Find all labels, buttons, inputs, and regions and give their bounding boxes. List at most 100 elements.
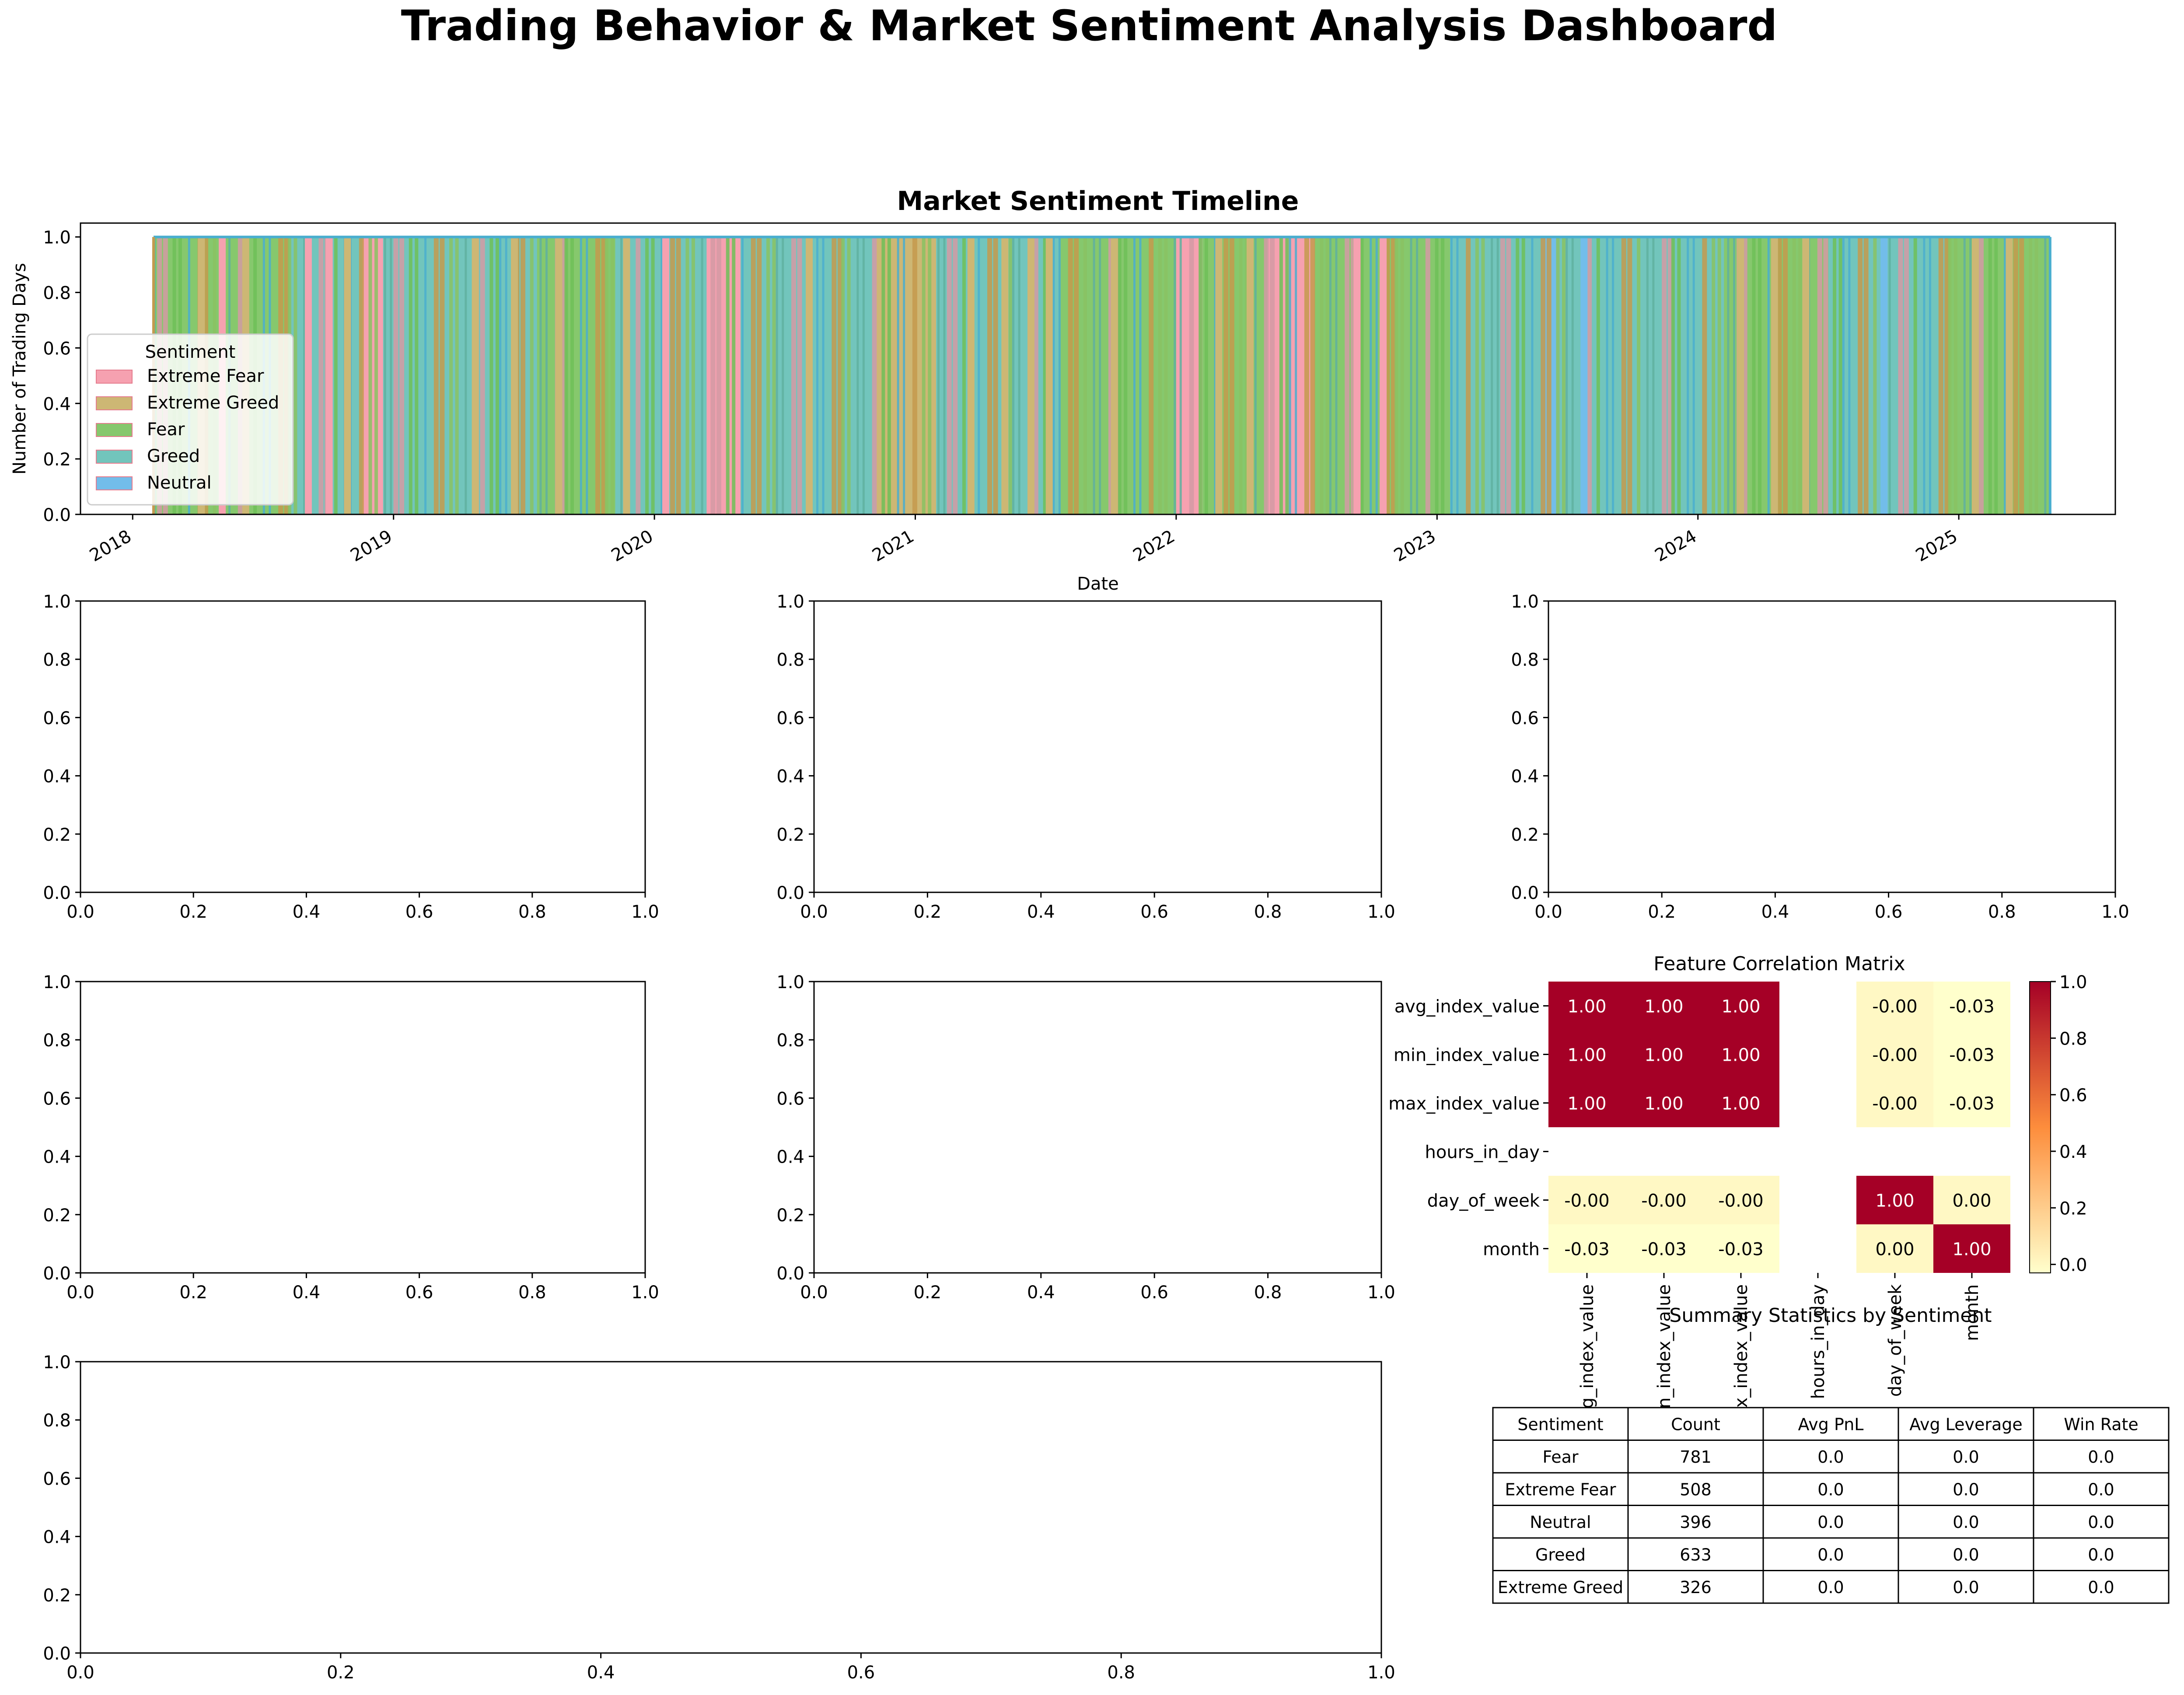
timeline-stripe — [2013, 237, 2018, 514]
empty-x-tick-label: 0.0 — [66, 902, 94, 922]
table-header-label: Count — [1671, 1415, 1720, 1434]
timeline-stripe — [1254, 237, 1257, 514]
timeline-stripe — [903, 237, 905, 514]
timeline-stripe — [1401, 237, 1404, 514]
heatmap-cell-value: -0.00 — [1641, 1191, 1687, 1211]
heatmap-cell-value: 0.00 — [1952, 1191, 1991, 1211]
table-cell-value: Greed — [1535, 1545, 1586, 1564]
timeline-highlight-stripe — [1353, 237, 1360, 514]
timeline-stripe — [863, 237, 865, 514]
timeline-stripe — [1018, 237, 1020, 514]
timeline-stripe — [993, 237, 998, 514]
empty-y-tick-label: 0.2 — [1511, 825, 1539, 845]
empty-y-tick-label: 0.0 — [43, 1644, 71, 1664]
timeline-stripe — [1310, 237, 1315, 514]
timeline-stripe — [595, 237, 600, 514]
table-cell-value: 326 — [1680, 1578, 1712, 1597]
table-cell-value: 0.0 — [2088, 1513, 2114, 1532]
timeline-stripe — [499, 237, 501, 514]
empty-y-tick-label: 0.2 — [43, 1586, 71, 1606]
table-cell-value: 0.0 — [2088, 1545, 2114, 1564]
timeline-highlight-stripe — [1247, 237, 1254, 514]
empty-x-tick-label: 0.6 — [1140, 902, 1168, 922]
timeline-stripe — [611, 237, 614, 514]
empty-y-tick-label: 0.4 — [776, 767, 804, 787]
timeline-stripe — [1979, 237, 1984, 514]
timeline-y-axis-label: Number of Trading Days — [10, 263, 30, 475]
empty-y-tick-label: 1.0 — [776, 592, 804, 612]
timeline-stripe — [897, 237, 899, 514]
timeline-stripe — [1475, 237, 1479, 514]
timeline-stripe — [1093, 237, 1095, 514]
timeline-stripe — [1497, 237, 1499, 514]
legend-swatch — [96, 397, 132, 410]
timeline-stripe — [1565, 237, 1568, 514]
heatmap-cell-value: 1.00 — [1567, 1045, 1606, 1066]
timeline-stripe — [1481, 237, 1485, 514]
timeline-highlight-stripe — [1215, 237, 1222, 514]
timeline-stripe — [2029, 237, 2032, 514]
empty-x-tick-label: 1.0 — [1367, 902, 1395, 922]
empty-x-tick-label: 0.6 — [1140, 1283, 1168, 1303]
timeline-stripe — [1898, 237, 1903, 514]
heatmap-cell-value: 1.00 — [1721, 997, 1760, 1017]
timeline-stripe — [1948, 237, 1951, 514]
timeline-stripe — [1435, 237, 1439, 514]
timeline-stripe — [757, 237, 762, 514]
timeline-stripe — [1839, 237, 1842, 514]
timeline-stripe — [496, 237, 499, 514]
empty-y-tick-label: 0.4 — [776, 1147, 804, 1167]
timeline-stripe — [987, 237, 992, 514]
heatmap-row-label: avg_index_value — [1394, 997, 1540, 1017]
timeline-stripe — [1621, 237, 1626, 514]
legend-swatch — [96, 477, 132, 490]
timeline-y-tick-label: 1.0 — [43, 228, 71, 248]
empty-y-tick-label: 1.0 — [43, 592, 71, 612]
timeline-stripe — [384, 237, 386, 514]
timeline-stripe — [1671, 237, 1675, 514]
timeline-stripe — [586, 237, 588, 514]
timeline-segment — [1946, 237, 2050, 514]
timeline-stripe — [1994, 237, 1998, 514]
empty-y-tick-label: 0.0 — [43, 1264, 71, 1284]
timeline-y-tick-label: 0.6 — [43, 339, 71, 359]
timeline-stripe — [1174, 237, 1176, 514]
timeline-y-tick-label: 0.4 — [43, 394, 71, 414]
heatmap-cell-value: 0.00 — [1875, 1240, 1914, 1260]
table-header-label: Avg PnL — [1798, 1415, 1864, 1434]
timeline-highlight-stripe — [2006, 237, 2013, 514]
timeline-stripe — [1627, 237, 1632, 514]
timeline-stripe — [368, 237, 372, 514]
timeline-stripe — [1118, 237, 1122, 514]
dashboard-title: Trading Behavior & Market Sentiment Anal… — [401, 1, 1777, 50]
timeline-stripe — [1270, 237, 1275, 514]
empty-y-tick-label: 1.0 — [1511, 592, 1539, 612]
legend-swatch — [96, 450, 132, 463]
empty-x-tick-label: 1.0 — [1367, 1663, 1395, 1683]
timeline-stripe — [782, 237, 784, 514]
timeline-stripe — [1889, 237, 1891, 514]
timeline-stripe — [1264, 237, 1269, 514]
timeline-highlight-stripe — [1737, 237, 1744, 514]
timeline-stripe — [489, 237, 493, 514]
timeline-stripe — [1662, 237, 1667, 514]
empty-x-tick-label: 0.8 — [1988, 902, 2016, 922]
empty-x-tick-label: 0.0 — [66, 1283, 94, 1303]
timeline-stripe — [1223, 237, 1228, 514]
table-cell-value: 0.0 — [1953, 1578, 1979, 1597]
timeline-highlight-stripe — [1880, 237, 1887, 514]
table-cell-value: 0.0 — [2088, 1480, 2114, 1499]
empty-x-tick-label: 0.4 — [587, 1663, 615, 1683]
timeline-stripe — [791, 237, 796, 514]
timeline-stripe — [1199, 237, 1202, 514]
timeline-stripe — [1205, 237, 1208, 514]
table-cell-value: 0.0 — [2088, 1578, 2114, 1597]
empty-y-tick-label: 0.2 — [776, 1206, 804, 1226]
timeline-stripe — [1139, 237, 1141, 514]
empty-x-tick-label: 1.0 — [1367, 1283, 1395, 1303]
table-cell-value: Fear — [1542, 1447, 1578, 1467]
empty-y-tick-label: 0.0 — [776, 883, 804, 903]
table-header-label: Sentiment — [1517, 1415, 1603, 1434]
empty-x-tick-label: 0.6 — [847, 1663, 875, 1683]
heatmap-cell-value: 1.00 — [1952, 1240, 1991, 1260]
